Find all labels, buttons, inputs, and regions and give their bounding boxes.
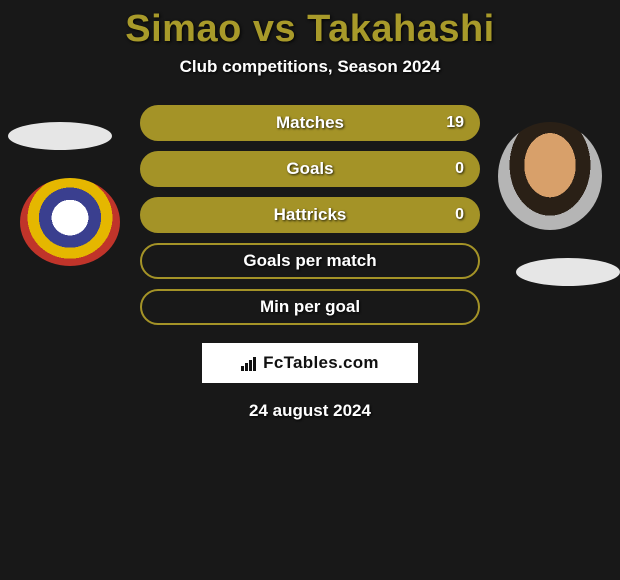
stat-value: 19 (446, 114, 464, 132)
date-label: 24 august 2024 (0, 401, 620, 421)
stat-bar: Matches 19 (140, 105, 480, 141)
player-right-avatar (498, 122, 602, 230)
player-right-club-logo-placeholder (516, 258, 620, 286)
stat-value: 0 (455, 206, 464, 224)
stat-label: Min per goal (260, 297, 360, 317)
page-title: Simao vs Takahashi (0, 0, 620, 51)
brand-text: FcTables.com (263, 353, 379, 373)
player-left-avatar-placeholder (8, 122, 112, 150)
player-left-club-logo (20, 178, 120, 266)
stat-bar: Hattricks 0 (140, 197, 480, 233)
stat-label: Goals (286, 159, 333, 179)
stat-label: Matches (276, 113, 344, 133)
stat-label: Hattricks (274, 205, 347, 225)
stat-bar: Min per goal (140, 289, 480, 325)
stat-bar: Goals 0 (140, 151, 480, 187)
bar-chart-icon (241, 356, 259, 370)
stat-label: Goals per match (243, 251, 376, 271)
subtitle: Club competitions, Season 2024 (0, 57, 620, 77)
brand-label: FcTables.com (241, 353, 379, 373)
brand-box[interactable]: FcTables.com (202, 343, 418, 383)
stat-bar: Goals per match (140, 243, 480, 279)
stats-list: Matches 19 Goals 0 Hattricks 0 Goals per match… (140, 105, 480, 325)
stat-value: 0 (455, 160, 464, 178)
